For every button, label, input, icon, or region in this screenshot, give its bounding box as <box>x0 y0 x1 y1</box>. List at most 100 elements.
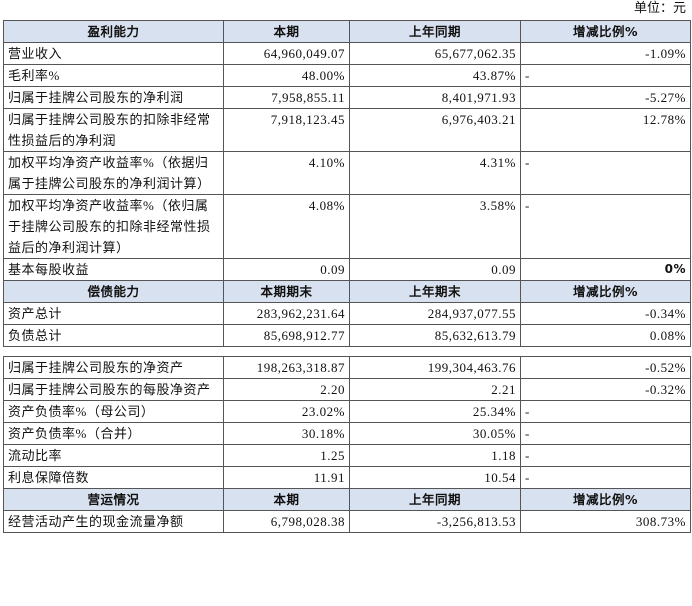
data-row: 归属于挂牌公司股东的净资产 198,263,318.87 199,304,463.7… <box>3 356 691 379</box>
value-cell: -0.34% <box>520 302 691 325</box>
value-cell: - <box>520 151 691 195</box>
value-cell: - <box>520 444 691 467</box>
spacer-cell <box>3 346 224 357</box>
row-label: 归属于挂牌公司股东的净资产 <box>3 356 224 379</box>
value-cell: 85,632,613.79 <box>349 324 521 347</box>
header-cell: 盈利能力 <box>3 20 224 43</box>
data-row: 资产负债率%（合并） 30.18% 30.05% - <box>3 422 691 445</box>
row-label: 归属于挂牌公司股东的净利润 <box>3 86 224 109</box>
row-label: 归属于挂牌公司股东的扣除非经常性损益后的净利润 <box>3 108 224 152</box>
data-row: 归属于挂牌公司股东的扣除非经常性损益后的净利润 7,918,123.45 6,976… <box>3 108 691 152</box>
data-row: 资产负债率%（母公司） 23.02% 25.34% - <box>3 400 691 423</box>
data-row: 基本每股收益 0.09 0.09 0% <box>3 258 691 281</box>
data-row: 利息保障倍数 11.91 10.54- <box>3 466 691 489</box>
value-cell: - <box>520 400 691 423</box>
value-cell: 2.20 <box>223 378 350 401</box>
header-cell: 增减比例% <box>520 488 691 511</box>
value-cell: -0.32% <box>520 378 691 401</box>
value-cell: 284,937,077.55 <box>349 302 521 325</box>
header-cell: 增减比例% <box>520 20 691 43</box>
value-cell: 7,918,123.45 <box>223 108 350 152</box>
value-cell: 43.87% <box>349 64 521 87</box>
value-cell: 30.18% <box>223 422 350 445</box>
value-cell: 6,798,028.38 <box>223 510 350 533</box>
header-cell: 增减比例% <box>520 280 691 303</box>
value-cell: 4.10% <box>223 151 350 195</box>
value-cell: 308.73% <box>520 510 691 533</box>
data-row: 毛利率% 48.00% 43.87% - <box>3 64 691 87</box>
unit-label: 单位：元 <box>633 0 686 15</box>
value-cell: - <box>520 64 691 87</box>
header-cell: 上年期末 <box>349 280 521 303</box>
value-cell: - <box>520 194 691 259</box>
value-cell: 85,698,912.77 <box>223 324 350 347</box>
header-cell: 上年同期 <box>349 20 521 43</box>
value-cell: 30.05% <box>349 422 521 445</box>
value-cell: - <box>520 422 691 445</box>
spacer-cell <box>223 346 350 357</box>
spacer-cell <box>520 346 691 357</box>
value-cell: 3.58% <box>349 194 521 259</box>
value-cell: 65,677,062.35 <box>349 42 521 65</box>
data-row: 经营活动产生的现金流量净额 6,798,028.38 -3,256,813.53 30… <box>3 510 691 533</box>
value-cell: 1.18 <box>349 444 521 467</box>
data-row: 流动比率 1.25 1.18- <box>3 444 691 467</box>
row-label: 资产负债率%（母公司） <box>3 400 224 423</box>
header-cell: 本期期末 <box>223 280 350 303</box>
value-cell: 0% <box>520 258 691 281</box>
value-cell: 4.08% <box>223 194 350 259</box>
value-cell: 283,962,231.64 <box>223 302 350 325</box>
value-cell: 199,304,463.76 <box>349 356 521 379</box>
section-header: 营运情况 本期 上年同期 增减比例% <box>3 488 691 511</box>
value-cell: - <box>520 466 691 489</box>
spacer <box>3 346 691 357</box>
row-label: 资产总计 <box>3 302 224 325</box>
value-cell: 0.08% <box>520 324 691 347</box>
value-cell: 25.34% <box>349 400 521 423</box>
value-cell: 1.25 <box>223 444 350 467</box>
spacer-cell <box>349 346 521 357</box>
row-label: 归属于挂牌公司股东的每股净资产 <box>3 378 224 401</box>
value-cell: 2.21 <box>349 378 521 401</box>
value-cell: 0.09 <box>223 258 350 281</box>
header-cell: 营运情况 <box>3 488 224 511</box>
data-row: 资产总计 283,962,231.64 284,937,077.55 -0.34% <box>3 302 691 325</box>
value-cell: 8,401,971.93 <box>349 86 521 109</box>
row-label: 营业收入 <box>3 42 224 65</box>
value-cell: -5.27% <box>520 86 691 109</box>
value-cell: 0.09 <box>349 258 521 281</box>
data-row: 加权平均净资产收益率%（依据归属于挂牌公司股东的净利润计算） 4.10% 4.31%… <box>3 151 691 195</box>
row-label: 毛利率% <box>3 64 224 87</box>
value-cell: 48.00% <box>223 64 350 87</box>
value-cell: -3,256,813.53 <box>349 510 521 533</box>
data-row: 归属于挂牌公司股东的净利润 7,958,855.11 8,401,971.93 -5.… <box>3 86 691 109</box>
value-cell: 23.02% <box>223 400 350 423</box>
value-cell: 6,976,403.21 <box>349 108 521 152</box>
value-cell: -1.09% <box>520 42 691 65</box>
row-label: 资产负债率%（合并） <box>3 422 224 445</box>
value-cell: 12.78% <box>520 108 691 152</box>
section-header: 偿债能力 本期期末 上年期末 增减比例% <box>3 280 691 303</box>
value-cell: 4.31% <box>349 151 521 195</box>
financial-table: 盈利能力 本期 上年同期 增减比例% 营业收入 64,960,049.07 65,677,0… <box>3 20 691 533</box>
value-cell: 64,960,049.07 <box>223 42 350 65</box>
header-cell: 偿债能力 <box>3 280 224 303</box>
value-cell: 10.54 <box>349 466 521 489</box>
data-row: 归属于挂牌公司股东的每股净资产 2.20 2.21 -0.32% <box>3 378 691 401</box>
row-label: 基本每股收益 <box>3 258 224 281</box>
row-label: 流动比率 <box>3 444 224 467</box>
header-cell: 本期 <box>223 488 350 511</box>
section-header: 盈利能力 本期 上年同期 增减比例% <box>3 20 691 43</box>
data-row: 负债总计 85,698,912.77 85,632,613.79 0.08% <box>3 324 691 347</box>
value-cell: 11.91 <box>223 466 350 489</box>
row-label: 负债总计 <box>3 324 224 347</box>
header-cell: 本期 <box>223 20 350 43</box>
row-label: 加权平均净资产收益率%（依据归属于挂牌公司股东的净利润计算） <box>3 151 224 195</box>
value-cell: 7,958,855.11 <box>223 86 350 109</box>
row-label: 利息保障倍数 <box>3 466 224 489</box>
row-label: 经营活动产生的现金流量净额 <box>3 510 224 533</box>
value-cell: 198,263,318.87 <box>223 356 350 379</box>
data-row: 营业收入 64,960,049.07 65,677,062.35 -1.09% <box>3 42 691 65</box>
data-row: 加权平均净资产收益率%（依归属于挂牌公司股东的扣除非经常性损益后的净利润计算） 4… <box>3 194 691 259</box>
